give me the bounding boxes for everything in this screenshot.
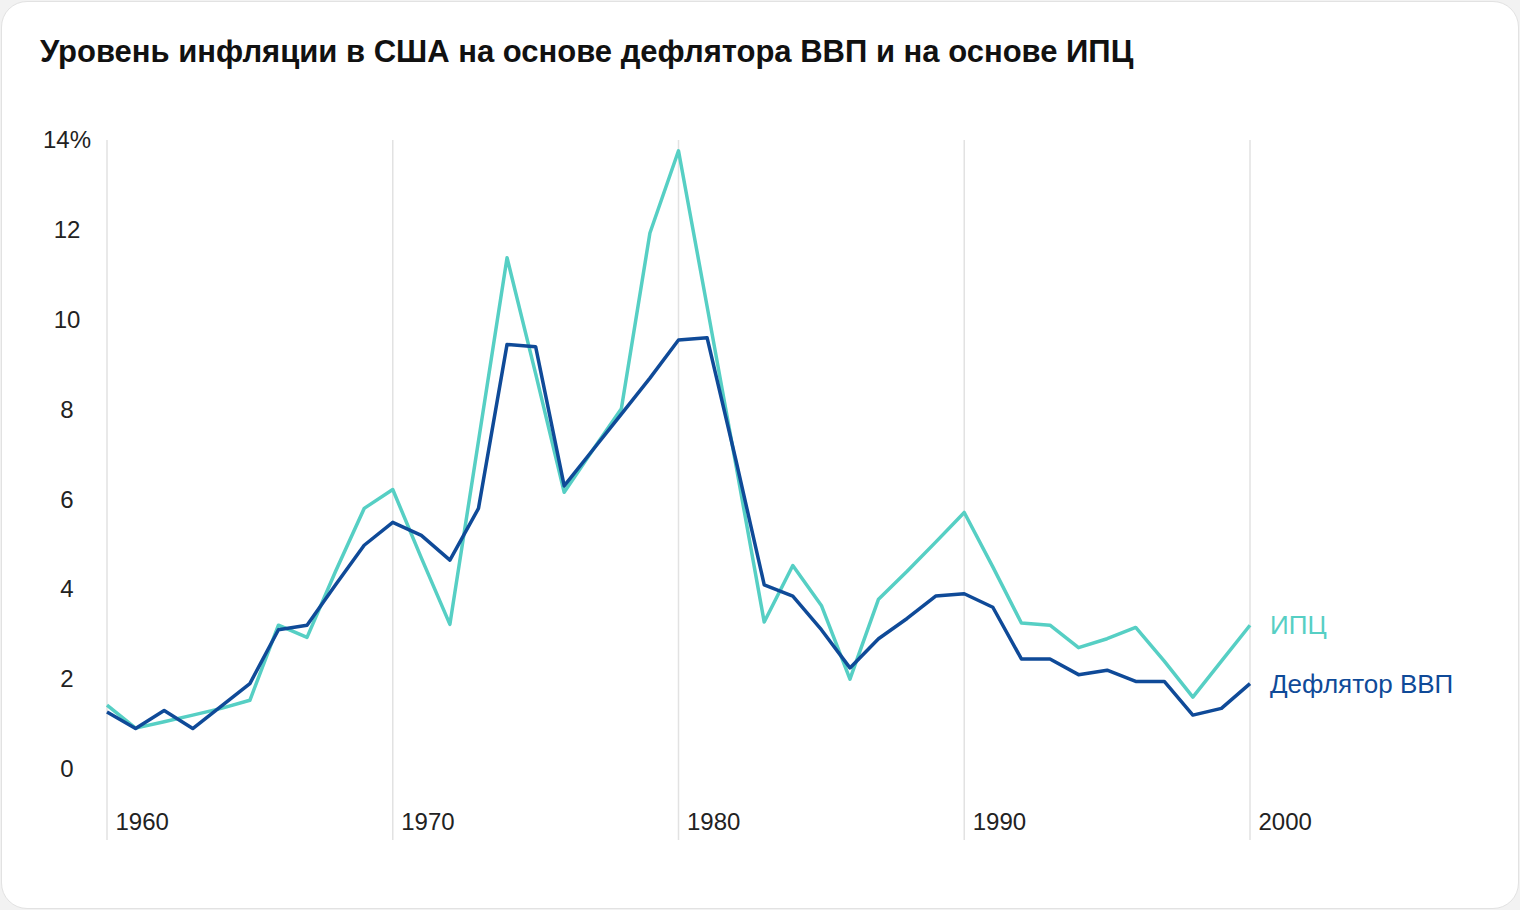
x-tick: 1980 <box>679 769 740 835</box>
grid <box>107 140 1250 840</box>
x-tick-label: 2000 <box>1259 808 1312 835</box>
y-tick-label: 12 <box>54 216 81 243</box>
x-axis: 1960 1970 1980 1990 2000 <box>108 769 1312 835</box>
y-tick: 12 <box>54 216 81 243</box>
lines <box>107 151 1250 729</box>
grid-line <box>678 140 680 840</box>
y-tick: 6 <box>60 486 73 513</box>
y-tick-label: 4 <box>60 575 73 602</box>
y-tick-label: 6 <box>60 486 73 513</box>
y-tick: 14% <box>43 126 91 153</box>
legend-label: ИПЦ <box>1270 610 1327 640</box>
y-tick: 8 <box>60 396 73 423</box>
y-tick-label: 10 <box>54 306 81 333</box>
x-tick-label: 1990 <box>973 808 1026 835</box>
grid-line <box>106 140 108 840</box>
x-axis-line <box>108 769 1251 770</box>
x-tick: 2000 <box>1251 769 1312 835</box>
grid-line <box>964 140 966 840</box>
y-tick-label: 8 <box>60 396 73 423</box>
x-tick: 1960 <box>108 769 169 835</box>
y-tick-label: 14% <box>43 126 91 153</box>
legend-label: Дефлятор ВВП <box>1270 669 1453 699</box>
chart: Уровень инфляции в США на основе дефлято… <box>0 0 1520 910</box>
y-tick-label: 2 <box>60 665 73 692</box>
y-tick: 0 <box>60 755 73 782</box>
chart-title: Уровень инфляции в США на основе дефлято… <box>40 34 1134 69</box>
x-tick-label: 1970 <box>401 808 454 835</box>
y-axis: 0 2 4 6 8 10 12 14% <box>43 126 91 782</box>
x-tick-label: 1960 <box>116 808 169 835</box>
legend: ИПЦ Дефлятор ВВП <box>1270 610 1453 698</box>
line-series <box>107 151 1250 728</box>
grid-line <box>1249 140 1251 840</box>
y-tick: 2 <box>60 665 73 692</box>
y-tick: 10 <box>54 306 81 333</box>
y-tick: 4 <box>60 575 73 602</box>
x-tick: 1990 <box>965 769 1026 835</box>
y-tick-label: 0 <box>60 755 73 782</box>
line-series <box>107 338 1250 729</box>
x-tick-label: 1980 <box>687 808 740 835</box>
card <box>1 1 1519 909</box>
x-tick: 1970 <box>393 769 454 835</box>
